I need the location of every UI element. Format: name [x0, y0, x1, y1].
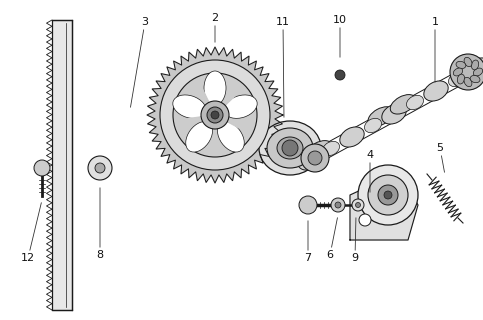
Ellipse shape	[449, 72, 466, 87]
Circle shape	[299, 196, 317, 214]
Polygon shape	[350, 172, 418, 240]
Ellipse shape	[298, 150, 322, 170]
Ellipse shape	[306, 140, 332, 160]
Text: 1: 1	[431, 17, 439, 82]
Polygon shape	[227, 117, 255, 134]
Ellipse shape	[470, 76, 480, 83]
Text: 5: 5	[437, 143, 444, 172]
Circle shape	[368, 175, 408, 215]
Ellipse shape	[471, 60, 479, 70]
Ellipse shape	[224, 95, 257, 118]
Circle shape	[355, 203, 360, 207]
Circle shape	[301, 144, 329, 172]
Ellipse shape	[457, 74, 465, 84]
Circle shape	[34, 160, 50, 176]
Text: 4: 4	[367, 150, 373, 192]
Polygon shape	[175, 117, 203, 134]
Ellipse shape	[382, 104, 406, 124]
Circle shape	[358, 165, 418, 225]
Ellipse shape	[267, 128, 313, 168]
Ellipse shape	[368, 107, 394, 126]
Circle shape	[352, 199, 364, 211]
Text: 8: 8	[97, 188, 103, 260]
Polygon shape	[186, 79, 209, 105]
Ellipse shape	[173, 95, 206, 118]
Polygon shape	[147, 47, 283, 183]
Ellipse shape	[186, 122, 213, 152]
Text: 2: 2	[212, 13, 219, 42]
Circle shape	[384, 191, 392, 199]
Ellipse shape	[424, 81, 448, 101]
Ellipse shape	[407, 95, 424, 110]
Text: 11: 11	[276, 17, 290, 117]
Circle shape	[282, 140, 298, 156]
Circle shape	[207, 107, 223, 123]
Circle shape	[335, 70, 345, 80]
Text: 3: 3	[130, 17, 148, 107]
Circle shape	[335, 202, 341, 208]
Ellipse shape	[464, 57, 472, 67]
Circle shape	[308, 151, 322, 165]
Text: 10: 10	[333, 15, 347, 57]
Ellipse shape	[217, 122, 244, 152]
Ellipse shape	[340, 127, 364, 147]
Polygon shape	[208, 129, 222, 155]
Circle shape	[88, 156, 112, 180]
Circle shape	[173, 73, 257, 157]
Ellipse shape	[277, 137, 303, 159]
Circle shape	[160, 60, 270, 170]
Circle shape	[359, 214, 371, 226]
Text: 9: 9	[352, 218, 358, 263]
Ellipse shape	[454, 68, 463, 76]
Text: 6: 6	[327, 218, 338, 260]
Circle shape	[378, 185, 398, 205]
Polygon shape	[221, 79, 244, 105]
Text: 7: 7	[304, 221, 312, 263]
Circle shape	[331, 198, 345, 212]
Ellipse shape	[365, 118, 382, 133]
Circle shape	[211, 111, 219, 119]
Ellipse shape	[464, 77, 472, 87]
Ellipse shape	[204, 71, 226, 105]
Circle shape	[201, 101, 229, 129]
Circle shape	[450, 54, 483, 90]
Ellipse shape	[452, 61, 478, 80]
Bar	[52, 20, 72, 310]
Ellipse shape	[323, 141, 340, 156]
Circle shape	[95, 163, 105, 173]
Ellipse shape	[466, 58, 483, 78]
Ellipse shape	[259, 121, 321, 175]
Ellipse shape	[456, 61, 466, 68]
Ellipse shape	[390, 95, 416, 114]
Ellipse shape	[473, 68, 483, 76]
Text: 12: 12	[21, 203, 42, 263]
